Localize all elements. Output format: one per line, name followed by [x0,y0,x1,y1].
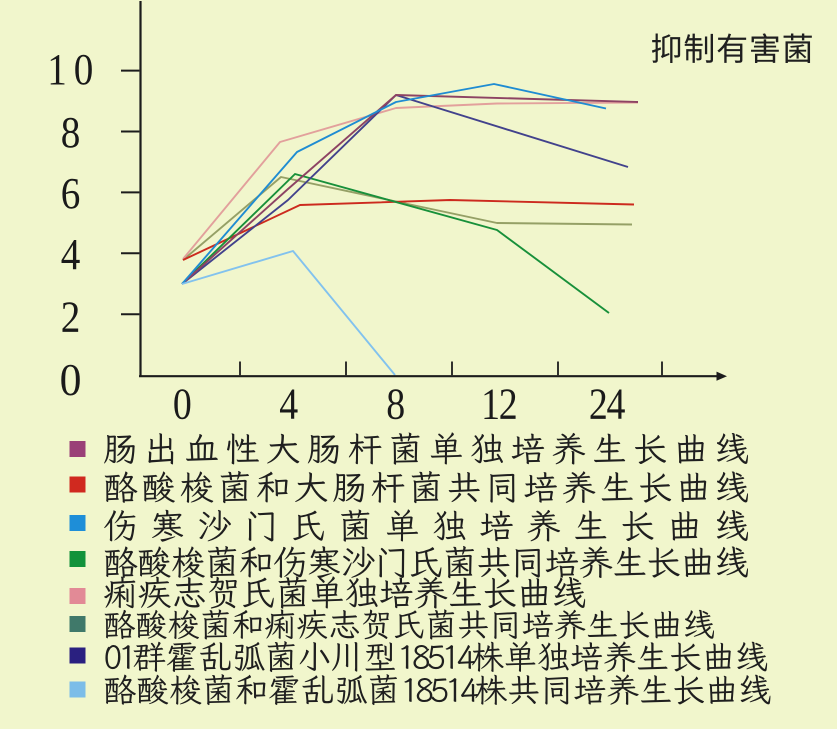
svg-text:0: 0 [173,379,191,428]
svg-text:8: 8 [386,379,404,428]
svg-text:4: 4 [279,379,297,428]
svg-text:0: 0 [60,354,82,405]
svg-text:4: 4 [61,231,81,280]
svg-text:0: 0 [74,46,94,95]
svg-text:12: 12 [481,379,516,428]
svg-text:24: 24 [589,379,625,428]
svg-text:8: 8 [61,109,81,158]
svg-text:1: 1 [47,46,67,95]
svg-text:6: 6 [61,170,81,219]
svg-text:2: 2 [61,294,81,343]
